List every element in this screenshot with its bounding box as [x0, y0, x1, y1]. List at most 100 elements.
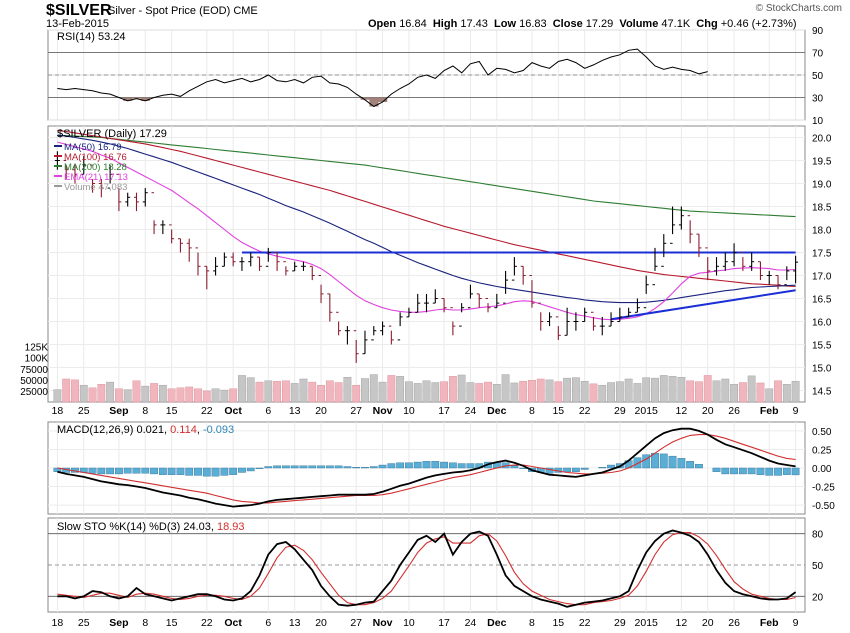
macd-tick-label: 0.25 [812, 445, 832, 456]
volume-bar [712, 380, 721, 403]
price-tick-label: 17.0 [812, 272, 832, 283]
volume-bar [431, 382, 440, 403]
rsi-oversold-fill [369, 97, 379, 107]
sto-legend-part: 18.93 [217, 521, 245, 533]
volume-bar [273, 380, 281, 403]
rsi-oversold-fill [132, 97, 142, 99]
symbol-description: Silver - Spot Price (EOD) CME [108, 5, 258, 17]
macd-histogram-bar [238, 467, 246, 473]
volume-bar [791, 380, 800, 403]
volume-bar [352, 384, 361, 403]
volume-bar [202, 390, 211, 403]
ma50-legend: MA(50) 16.79 [64, 142, 122, 153]
volume-bar [572, 377, 580, 403]
sto-tick-label: 80 [812, 530, 824, 541]
sto-x-tick-label: 15 [552, 617, 564, 629]
rsi-tick-label: 70 [812, 49, 824, 60]
sto-x-tick-label: 20 [315, 617, 327, 629]
volume-bar [501, 374, 510, 403]
price-x-tick-label: 17 [438, 405, 450, 417]
macd-histogram-bar [791, 467, 800, 476]
macd-histogram-bar [765, 467, 774, 476]
volume-bar [730, 384, 738, 403]
volume-bar [246, 377, 255, 403]
ma200-legend: MA(200) 18.28 [64, 162, 127, 173]
sto-d-line [57, 532, 796, 606]
macd-histogram-bar [246, 467, 255, 472]
price-x-tick-label: 25 [78, 405, 90, 417]
price-x-tick-label: 9 [793, 405, 799, 417]
macd-histogram-bar [264, 466, 273, 469]
macd-histogram-bar [510, 465, 519, 469]
sto-x-tick-label: 13 [289, 617, 301, 629]
volume-bar [123, 389, 132, 403]
volume-bar [361, 378, 369, 403]
volume-bar [510, 382, 519, 403]
macd-histogram-bar [176, 467, 185, 475]
macd-histogram-bar [642, 454, 651, 469]
macd-histogram-bar [141, 467, 150, 474]
volume-bar [264, 380, 273, 403]
macd-histogram-bar [413, 461, 422, 469]
macd-histogram-bar [352, 467, 361, 469]
volume-bar [747, 375, 756, 403]
macd-histogram-bar [448, 462, 457, 469]
volume-bar [79, 384, 88, 403]
macd-histogram-bar [290, 465, 299, 469]
rsi-oversold-fill [360, 97, 370, 100]
volume-bar [97, 384, 106, 403]
macd-histogram-bar [167, 467, 176, 475]
price-panel-frame [47, 125, 806, 403]
volume-bar [607, 382, 615, 403]
volume-bar [677, 377, 686, 403]
volume-bar [378, 381, 387, 403]
volume-bar [88, 387, 97, 403]
sto-tick-label: 20 [812, 592, 824, 603]
macd-histogram-bar [158, 467, 167, 475]
sto-x-tick-label: 24 [465, 617, 477, 629]
price-x-tick-label: 2015 [635, 405, 659, 417]
rsi-oversold-fill [123, 97, 133, 101]
price-x-tick-label: Sep [109, 405, 128, 417]
exchange-text: CME [233, 5, 258, 17]
volume-bar [325, 380, 334, 403]
macd-legend-part: MACD(12,26,9) [57, 424, 136, 436]
macd-signal-line [57, 434, 796, 504]
volume-bar [624, 378, 633, 403]
volume-bar [229, 388, 238, 403]
macd-histogram-bar [88, 467, 97, 474]
volume-bar [396, 376, 405, 403]
volume-bar [369, 374, 378, 403]
volume-bar [413, 383, 422, 403]
macd-histogram-bar [334, 465, 343, 469]
price-tick-label: 15.5 [812, 341, 832, 352]
volume-bar [633, 383, 642, 403]
rsi-oversold-fill [378, 97, 388, 102]
price-x-tick-label: Dec [487, 405, 506, 417]
price-x-tick-label: 20 [315, 405, 327, 417]
macd-histogram-bar [519, 467, 528, 469]
macd-histogram-bar [598, 467, 607, 469]
sto-x-tick-label: 26 [728, 617, 740, 629]
macd-histogram-bar [361, 467, 369, 469]
quote-bar: Open 16.84 High 17.43 Low 16.83 Close 17… [368, 18, 797, 30]
volume-bar [668, 376, 677, 403]
volume-bar [176, 387, 185, 403]
macd-histogram-bar [695, 464, 703, 469]
macd-line [57, 427, 796, 508]
macd-histogram-bar [774, 467, 782, 476]
volume-bar [563, 377, 572, 403]
macd-histogram-bar [782, 467, 791, 475]
macd-histogram-bar [677, 458, 686, 469]
close-label: Close [552, 18, 583, 30]
price-legend-title: $SILVER (Daily) 17.29 [57, 128, 167, 140]
volume-bar [782, 384, 791, 403]
rsi-tick-label: 30 [812, 94, 824, 105]
macd-histogram-bar [255, 467, 264, 469]
volume-bar [387, 375, 396, 403]
macd-histogram-bar [308, 465, 317, 469]
chart-date: 13-Feb-2015 [46, 18, 109, 30]
volume-bar [158, 384, 167, 403]
macd-histogram-bar [220, 467, 229, 476]
